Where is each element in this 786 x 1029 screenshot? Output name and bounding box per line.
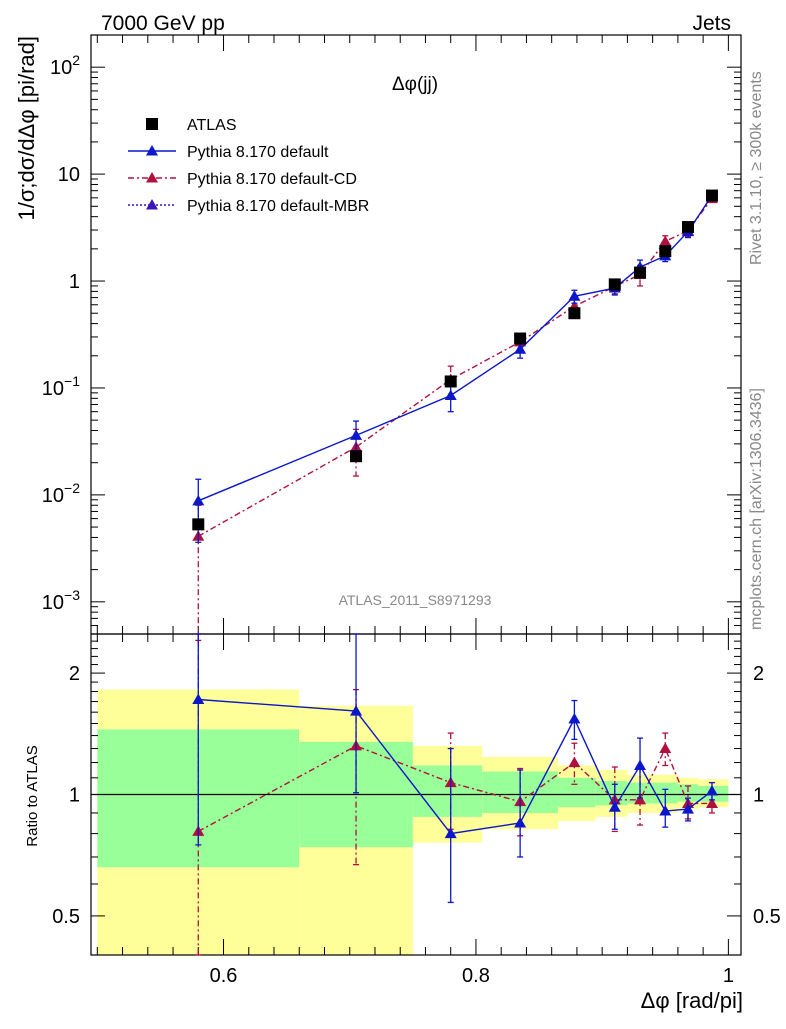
- main-point: [659, 235, 672, 246]
- series-layer: [192, 189, 718, 956]
- ratio-ytick-label-left-1: 1: [69, 785, 80, 807]
- xtick-label-2: 1: [723, 965, 734, 987]
- ratio-point: [634, 759, 647, 771]
- main-series-atlas: [192, 189, 718, 531]
- ratio-point: [705, 785, 718, 796]
- main-point: [608, 278, 621, 291]
- main-series-pythia-8-170-default: [192, 189, 718, 543]
- mcplots-label: mcplots.cern.ch [arXiv:1306.3436]: [748, 388, 765, 630]
- main-point: [514, 332, 527, 345]
- main-ytick-label-2: 10−1: [42, 373, 80, 400]
- main-point: [444, 375, 457, 388]
- ratio-point: [192, 693, 205, 705]
- ratio-ytick-label-right-1: 1: [753, 785, 764, 807]
- band-inner-4: [557, 777, 596, 808]
- main-point: [192, 494, 205, 506]
- main-series-pythia-8-170-default-cd: [192, 192, 718, 635]
- ratio-point: [681, 803, 694, 814]
- ratio-bands: [97, 689, 729, 955]
- ratio-point: [514, 816, 527, 828]
- ratio-ytick-label-left-2: 2: [69, 663, 80, 685]
- legend-label-0: ATLAS: [187, 117, 237, 134]
- main-point: [634, 266, 647, 279]
- header-left: 7000 GeV pp: [101, 12, 225, 35]
- ratio-ytick-label-right-2: 2: [753, 663, 764, 685]
- ratio-ytick-label-right-0: 0.5: [753, 906, 781, 928]
- axes-layer: 10−3 10−2 10−1 1 10 102 0.5 0.5 1 1 2 2 0.6 0.8 1: [42, 34, 781, 987]
- legend-label-3: Pythia 8.170 default-MBR: [187, 198, 369, 215]
- main-point: [681, 221, 694, 234]
- ratio-point: [634, 793, 647, 805]
- band-inner-8: [677, 784, 699, 802]
- legend-marker-3: [146, 199, 158, 210]
- main-ytick-label-5: 102: [50, 52, 80, 79]
- main-ylabel: 1/σ;dσ/dΔφ [pi/rad]: [14, 36, 39, 221]
- legend-marker-1: [146, 145, 158, 156]
- ratio-line: [198, 698, 713, 835]
- legend: ATLAS Pythia 8.170 default Pythia 8.170 de…: [128, 117, 369, 215]
- ratio-ylabel: Ratio to ATLAS: [24, 745, 41, 846]
- rivet-label: Rivet 3.1.10, ≥ 300k events: [748, 71, 765, 265]
- band-inner-2: [412, 765, 483, 817]
- main-point: [568, 290, 581, 301]
- main-ytick-label-0: 10−3: [42, 587, 80, 614]
- main-point: [350, 429, 363, 440]
- main-line: [198, 195, 713, 502]
- ratio-point: [444, 827, 457, 839]
- legend-marker-2: [146, 172, 158, 183]
- main-ytick-label-3: 1: [69, 271, 80, 293]
- main-ytick-label-1: 10−2: [42, 480, 80, 507]
- plot-title: Δφ(jj): [392, 74, 438, 95]
- ratio-point: [568, 756, 581, 768]
- ratio-point: [350, 705, 363, 716]
- main-point: [568, 307, 581, 320]
- main-line: [197, 198, 713, 537]
- ratio-ytick-label-left-0: 0.5: [52, 906, 80, 928]
- header-right: Jets: [692, 12, 731, 35]
- ratio-point: [608, 801, 621, 812]
- ratio-point: [568, 712, 581, 724]
- ratio-point: [659, 805, 672, 816]
- analysis-label: ATLAS_2011_S8971293: [339, 592, 492, 608]
- main-point: [705, 189, 718, 202]
- legend-label-1: Pythia 8.170 default: [187, 144, 329, 161]
- xtick-label-1: 0.8: [462, 965, 490, 987]
- ratio-point: [705, 797, 718, 808]
- main-ytick-label-4: 10: [58, 164, 80, 186]
- main-point: [192, 518, 205, 531]
- main-point: [444, 389, 457, 401]
- ratio-point: [659, 742, 672, 754]
- xtick-label-0: 0.6: [210, 965, 238, 987]
- ratio-series-pythia-8-170-default: [192, 633, 718, 904]
- x-axis-label: Δφ [rad/pi]: [641, 988, 743, 1013]
- main-point: [350, 450, 363, 463]
- legend-label-2: Pythia 8.170 default-CD: [187, 171, 357, 188]
- main-point: [514, 343, 527, 354]
- legend-marker-0: [146, 118, 158, 130]
- main-point: [659, 245, 672, 258]
